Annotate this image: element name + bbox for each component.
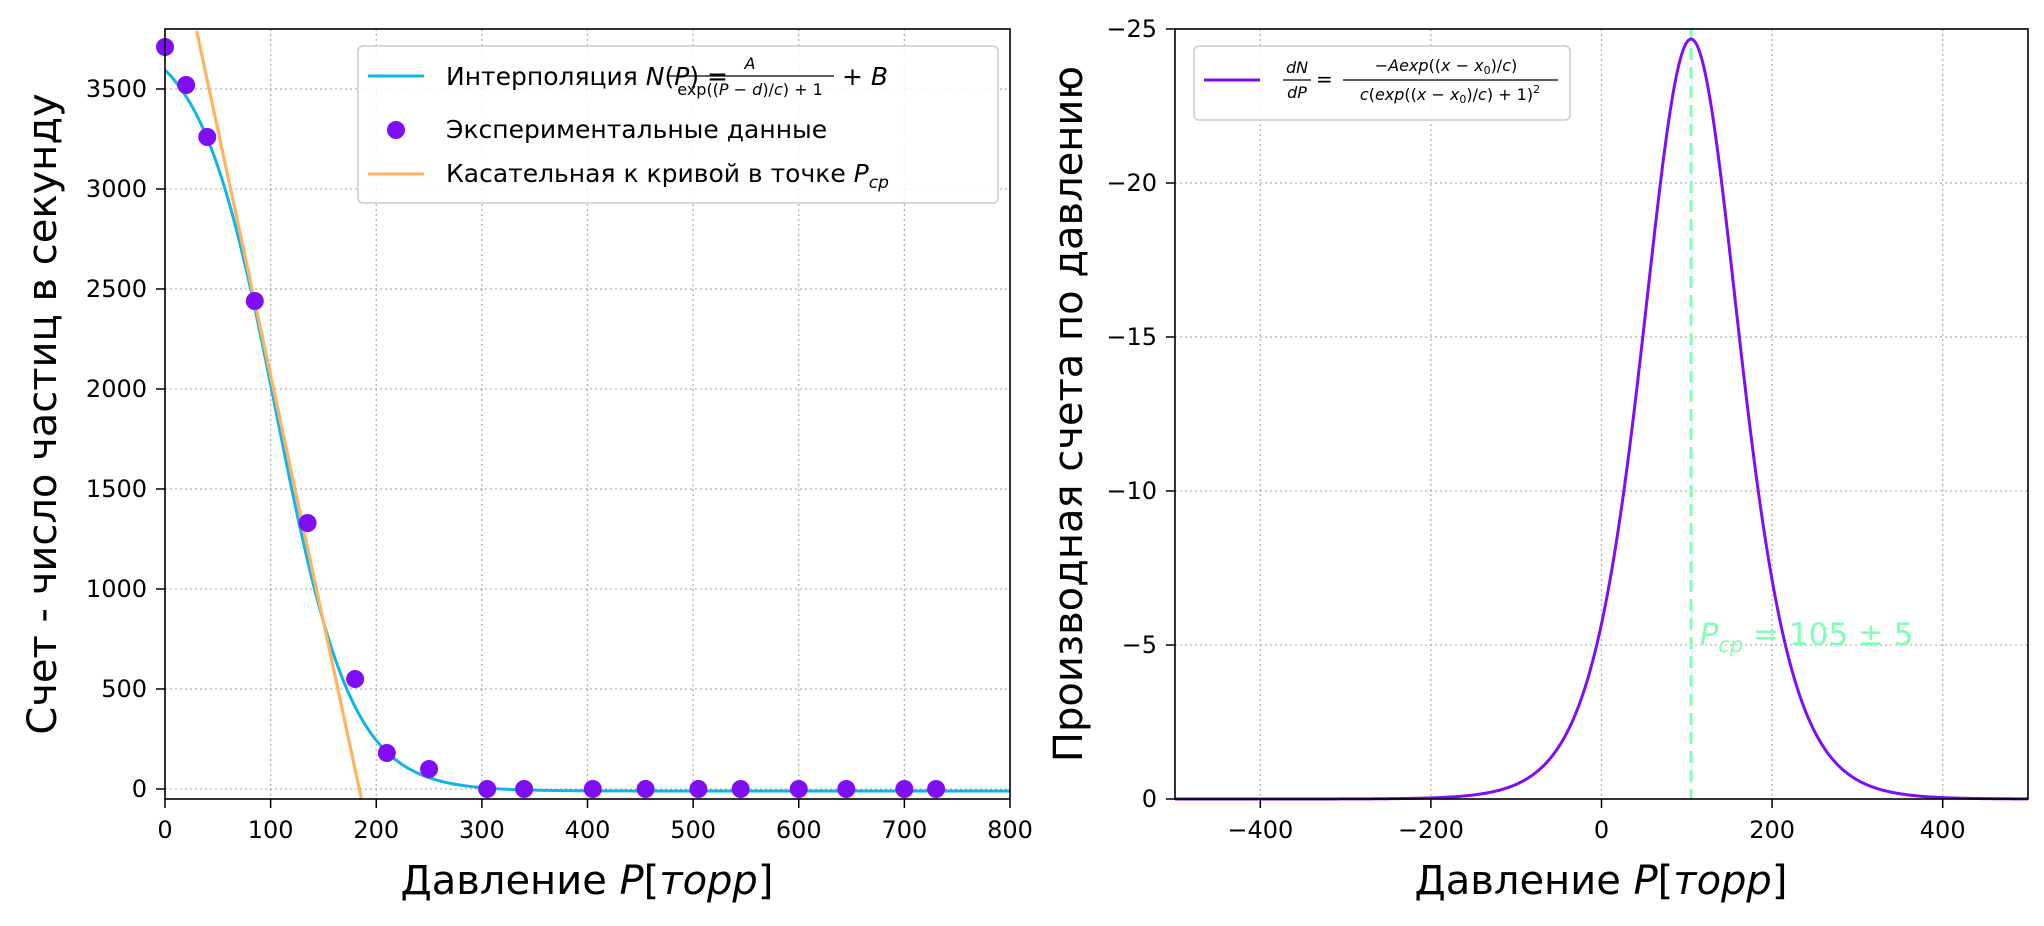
data-point (689, 780, 708, 798)
left-x-tick-label: 200 (353, 816, 399, 844)
right-x-tick-label: −400 (1227, 816, 1293, 844)
data-point (478, 780, 497, 798)
right-y-tick-label: −5 (1122, 631, 1157, 659)
right-x-tick-label: 200 (1749, 816, 1795, 844)
left-y-ticks: 0 500 1000 1500 2000 2500 3000 3500 (86, 75, 165, 803)
data-point (346, 670, 365, 688)
left-y-tick-label: 500 (101, 675, 147, 703)
left-x-tick-label: 300 (459, 816, 505, 844)
data-point (198, 128, 217, 146)
data-point (927, 780, 946, 798)
right-y-tick-label: 0 (1142, 785, 1157, 813)
left-x-tick-label: 500 (670, 816, 716, 844)
left-tangent-line (195, 30, 364, 800)
right-y-ticks: 0 −5 −10 −15 −20 −25 (1106, 15, 1175, 813)
data-point (177, 76, 196, 94)
left-y-tick-label: 3500 (86, 75, 147, 103)
right-x-tick-label: 400 (1920, 816, 1966, 844)
right-legend-box (1193, 45, 1571, 121)
svg-text:+ B: + B (842, 62, 888, 91)
svg-text:dN: dN (1286, 58, 1308, 77)
legend-tangent-label: Касательная к кривой в точке Pcp (446, 159, 889, 193)
left-tangent-line-group (195, 30, 364, 800)
left-chart: 0 100 200 300 400 500 600 700 800 0 500 1000 1500 20… (20, 28, 1033, 904)
left-x-tick-label: 100 (248, 816, 294, 844)
right-x-tick-label: −200 (1398, 816, 1464, 844)
left-y-tick-label: 3000 (86, 175, 147, 203)
right-x-ticks: −400 −200 0 200 400 (1227, 799, 1966, 844)
svg-text:c(exp((x − x0)/c) + 1)2: c(exp((x − x0)/c) + 1)2 (1360, 83, 1540, 106)
data-point (837, 780, 856, 798)
left-x-ticks: 0 100 200 300 400 500 600 700 800 (157, 799, 1033, 844)
right-y-tick-label: −10 (1106, 477, 1157, 505)
right-chart: −400 −200 0 200 400 0 −5 −10 −15 −20 −25 Pcp = 10… (1046, 15, 2029, 904)
svg-text:=: = (1316, 67, 1333, 91)
data-point (420, 760, 439, 778)
left-y-tick-label: 1000 (86, 575, 147, 603)
right-y-tick-label: −15 (1106, 323, 1157, 351)
left-x-tick-label: 700 (881, 816, 927, 844)
data-point (377, 744, 396, 762)
right-y-tick-label: −20 (1106, 169, 1157, 197)
svg-text:−Aexp((x − x0)/c): −Aexp((x − x0)/c) (1375, 56, 1518, 77)
data-point (636, 780, 655, 798)
right-y-axis-label: Производная счета по давлению (1046, 66, 1092, 762)
left-x-axis-label: Давление P[торр] (401, 858, 774, 904)
left-x-tick-label: 800 (987, 816, 1033, 844)
left-grid (165, 29, 1010, 799)
left-data-points (156, 38, 946, 798)
left-x-tick-label: 0 (157, 816, 172, 844)
svg-text:A: A (744, 54, 756, 73)
right-legend: dN dP = −Aexp((x − x0)/c) c(exp((x − x0)… (1193, 45, 1571, 121)
legend-scatter-swatch (387, 121, 405, 139)
left-y-tick-label: 0 (132, 775, 147, 803)
svg-text:exp((P − d)/c) + 1: exp((P − d)/c) + 1 (677, 80, 823, 99)
right-x-tick-label: 0 (1594, 816, 1609, 844)
right-x-axis-label: Давление P[торр] (1415, 858, 1788, 904)
data-point (789, 780, 808, 798)
left-x-tick-label: 600 (776, 816, 822, 844)
data-point (298, 514, 317, 532)
data-point (245, 292, 264, 310)
left-y-tick-label: 1500 (86, 475, 147, 503)
svg-text:dP: dP (1287, 83, 1307, 102)
data-point (515, 780, 534, 798)
data-point (731, 780, 750, 798)
legend-derivative-formula: dN dP = −Aexp((x − x0)/c) c(exp((x − x0)… (1283, 56, 1558, 106)
left-legend-box (357, 45, 999, 204)
legend-scatter-label: Экспериментальные данные (446, 115, 827, 144)
right-grid (1175, 29, 2028, 799)
data-point (895, 780, 914, 798)
left-y-tick-label: 2000 (86, 375, 147, 403)
right-y-tick-label: −25 (1106, 15, 1157, 43)
left-legend: Интерполяция N(P) = A exp((P − d)/c) + 1… (357, 45, 999, 204)
legend-fit-formula: A exp((P − d)/c) + 1 + B (667, 54, 888, 99)
right-peak-annotation: Pcp = 105 ± 5 (1700, 617, 1914, 657)
left-y-axis-label: Счет - число частиц в секунду (20, 93, 66, 734)
left-y-tick-label: 2500 (86, 275, 147, 303)
data-point (583, 780, 602, 798)
left-x-tick-label: 400 (565, 816, 611, 844)
